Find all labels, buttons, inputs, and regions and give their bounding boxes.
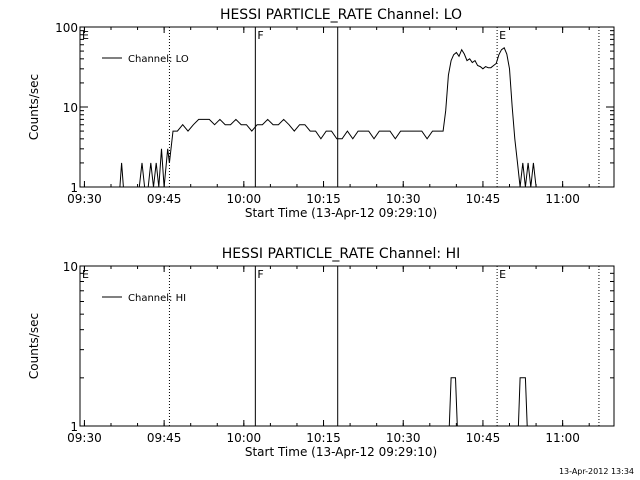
legend-label: Channel: LO [128,54,189,65]
y-tick-label: 100 [55,21,78,35]
chart-panel-hi: HESSI PARTICLE_RATE Channel: HI E F E Channe… [27,246,615,459]
x-tick-label: 11:00 [545,431,580,445]
x-tick-label: 11:00 [545,192,580,206]
x-tick-label: 10:45 [466,431,501,445]
x-axis-label: Start Time (13-Apr-12 09:29:10) [245,206,437,220]
y-tick-label: 10 [63,101,78,115]
x-tick-label: 09:45 [147,192,182,206]
y-axis-label: Counts/sec [27,313,41,379]
x-tick-label: 10:15 [306,192,341,206]
y-tick-label: 1 [70,420,78,434]
x-tick-label: 10:30 [386,431,421,445]
x-tick-label: 10:00 [227,431,262,445]
y-axis-label: Counts/sec [27,74,41,140]
x-tick-label: 10:15 [306,431,341,445]
y-tick-label: 10 [63,260,78,274]
plot-frame [79,265,615,427]
x-tick-label: 10:30 [386,192,421,206]
y-tick-label: 1 [70,181,78,195]
x-tick-label: 09:45 [147,431,182,445]
series-line [80,377,614,427]
x-axis-label: Start Time (13-Apr-12 09:29:10) [245,445,437,459]
event-marker-label: F [257,268,263,281]
event-marker-label: E [499,29,506,42]
series-line [80,47,614,188]
chart-panel-lo: HESSI PARTICLE_RATE Channel: LO E F E Channe… [27,7,615,220]
event-marker-label: E [82,268,89,281]
event-marker-label: F [257,29,263,42]
legend-label: Channel: HI [128,293,186,304]
event-marker-label: E [82,29,89,42]
x-tick-label: 09:30 [67,192,102,206]
footer-timestamp: 13-Apr-2012 13:34 [559,467,634,476]
chart-title: HESSI PARTICLE_RATE Channel: LO [220,7,462,23]
x-tick-label: 10:00 [227,192,262,206]
event-marker-label: E [499,268,506,281]
chart-title: HESSI PARTICLE_RATE Channel: HI [222,246,460,262]
x-tick-label: 10:45 [466,192,501,206]
x-tick-label: 09:30 [67,431,102,445]
